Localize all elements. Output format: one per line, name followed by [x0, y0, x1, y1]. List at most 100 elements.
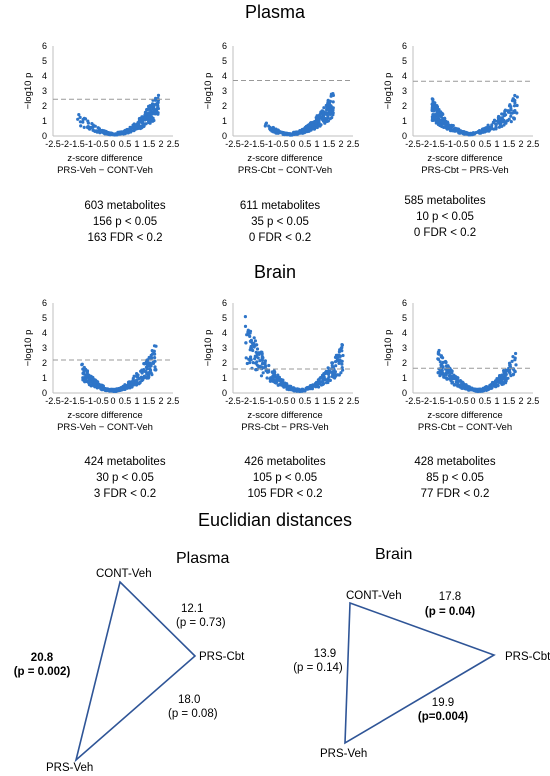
data-point: [444, 376, 448, 380]
data-point: [261, 371, 265, 375]
x-tick-label: 0.5: [119, 139, 132, 149]
x-tick-label: 2.5: [167, 139, 180, 149]
x-tick-label: 1: [314, 396, 319, 406]
data-point: [148, 367, 152, 371]
data-point: [311, 123, 315, 127]
y-tick-label: 2: [42, 101, 47, 111]
brain-dist-ab-p: (p = 0.04): [425, 606, 475, 618]
data-point: [292, 389, 296, 393]
data-point: [434, 107, 438, 111]
data-point: [137, 117, 141, 121]
y-tick-label: 0: [42, 388, 47, 398]
x-tick-label: 0: [110, 396, 115, 406]
x-tick-label: 2.5: [527, 139, 540, 149]
stats-plasma-3: 585 metabolites 10 p < 0.05 0 FDR < 0.2: [360, 193, 530, 241]
data-point: [328, 103, 332, 107]
data-point: [311, 127, 315, 131]
x-tick-label: -0.5: [93, 396, 109, 406]
data-point: [323, 116, 327, 120]
data-point: [340, 362, 344, 366]
brain-dist-ab-value: 17.8: [439, 591, 461, 603]
y-tick-label: 6: [222, 41, 227, 51]
data-point: [282, 382, 286, 386]
y-tick-label: 2: [42, 358, 47, 368]
data-point: [115, 133, 119, 137]
data-point: [83, 368, 87, 372]
x-tick-label: 1: [494, 139, 499, 149]
x-tick-label: 2: [338, 396, 343, 406]
data-point: [511, 372, 516, 376]
data-point: [341, 353, 345, 358]
data-point: [324, 370, 328, 374]
brain-dist-bc-p: (p=0.004): [418, 711, 468, 723]
x-axis-label: z-score difference: [67, 153, 142, 164]
data-point: [120, 387, 125, 391]
data-point: [292, 130, 297, 134]
data-point: [437, 348, 441, 353]
x-tick-label: 2: [338, 139, 343, 149]
x-tick-label: -2.5: [405, 139, 421, 149]
data-point: [156, 104, 160, 108]
data-point: [320, 117, 324, 121]
data-point: [91, 375, 95, 380]
x-tick-label: 2.5: [527, 396, 540, 406]
data-point: [140, 378, 144, 383]
data-point: [318, 112, 322, 116]
data-point: [509, 108, 513, 112]
x-tick-label: 2.5: [347, 396, 360, 406]
data-point: [433, 101, 437, 105]
data-point: [510, 359, 514, 363]
x-axis-label: z-score difference: [247, 153, 322, 164]
data-point: [337, 361, 341, 365]
y-tick-label: 1: [42, 116, 47, 126]
y-tick-label: 2: [402, 101, 407, 111]
data-point: [95, 130, 99, 134]
data-point: [440, 111, 444, 115]
y-tick-label: 4: [402, 71, 407, 81]
data-point: [142, 362, 146, 366]
y-tick-label: 4: [222, 71, 227, 81]
data-point: [137, 381, 141, 386]
data-point: [503, 120, 507, 124]
data-point: [436, 115, 440, 119]
data-point: [319, 376, 323, 380]
data-point: [317, 123, 321, 127]
data-point: [334, 364, 338, 368]
data-point: [150, 352, 155, 356]
stats-metabolites: 585 metabolites: [404, 195, 486, 207]
data-point: [323, 121, 327, 125]
data-point: [451, 124, 455, 128]
data-point: [511, 97, 515, 101]
brain-section-title: Brain: [253, 262, 297, 282]
data-point: [93, 124, 97, 128]
data-point: [328, 117, 332, 121]
x-tick-label: -1: [265, 139, 273, 149]
x-tick-label: -2.5: [225, 396, 241, 406]
data-point: [244, 356, 248, 360]
data-point: [494, 122, 498, 126]
volcano-panel-brain-1: 0 1 2 3 4 5 6 -2.5 -2 -1.5 -1 -0.5 0 0.5 1 1.5 2 2.5 −log1…: [15, 295, 185, 505]
data-point: [472, 388, 476, 392]
x-tick-label: -2: [241, 396, 249, 406]
data-point: [331, 113, 335, 117]
plasma-dist-ab-p: (p = 0.73): [176, 617, 226, 629]
data-point: [509, 120, 513, 124]
data-point: [261, 361, 265, 365]
data-point: [327, 99, 331, 104]
volcano-panel-plasma-2: 0 1 2 3 4 5 6 -2.5 -2 -1.5 -1 -0.5 0 0.5 1 1.5 2 2.5 −log1…: [195, 38, 365, 248]
x-tick-label: 2: [158, 139, 163, 149]
data-point: [449, 378, 453, 383]
data-point: [80, 363, 84, 367]
data-point: [325, 106, 329, 110]
data-point: [310, 384, 314, 388]
x-tick-label: -2: [61, 396, 69, 406]
data-point: [339, 346, 343, 350]
data-point: [253, 357, 257, 361]
data-point: [82, 125, 86, 129]
stats-fdr: 77 FDR < 0.2: [420, 488, 490, 500]
stats-fdr: 3 FDR < 0.2: [93, 488, 157, 500]
data-point: [515, 103, 519, 108]
x-tick-label: -1.5: [429, 396, 445, 406]
x-tick-label: 1.5: [323, 396, 336, 406]
